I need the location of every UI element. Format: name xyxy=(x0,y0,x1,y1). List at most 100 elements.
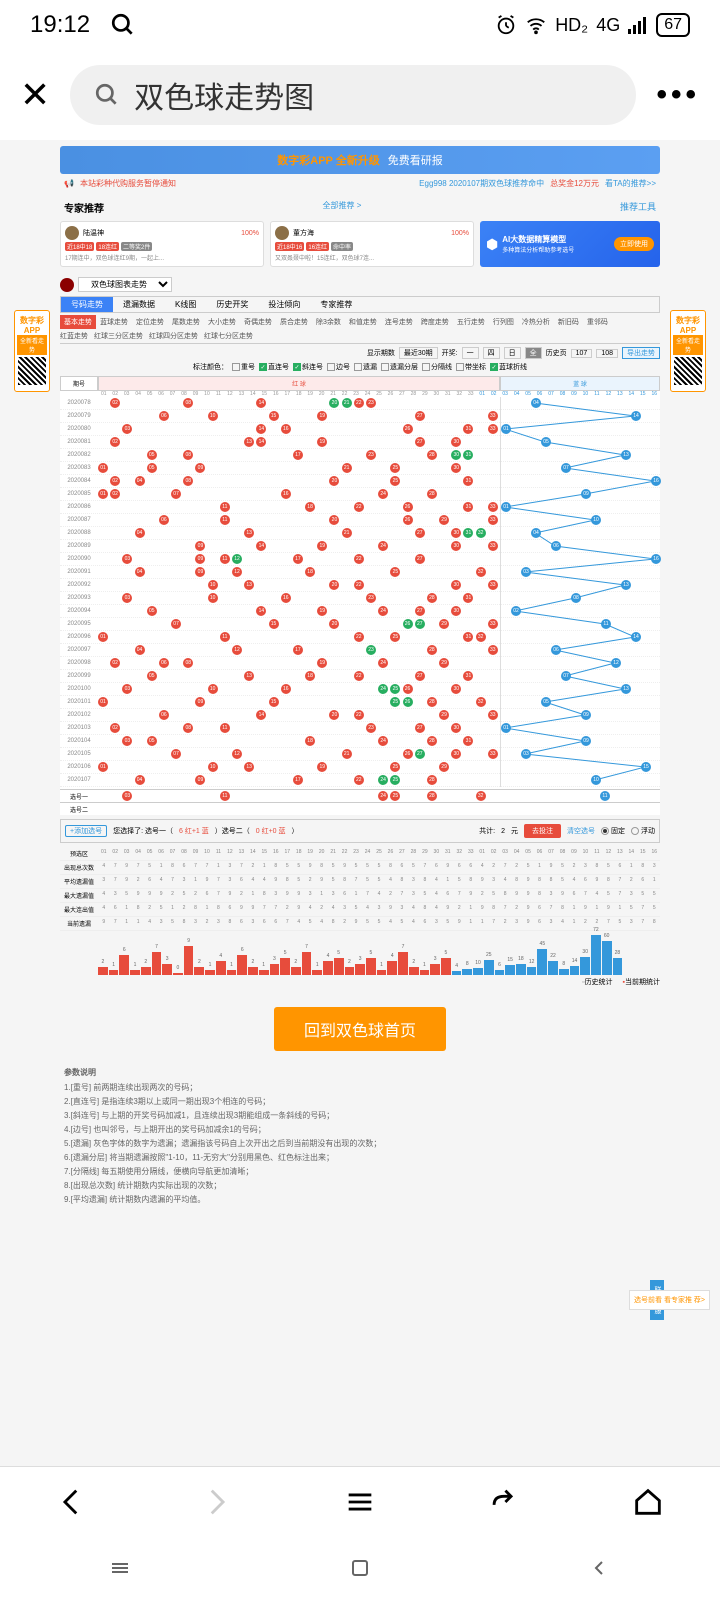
tab-secondary[interactable]: 和值走势 xyxy=(345,315,381,329)
tab-primary[interactable]: 历史开奖 xyxy=(206,297,258,312)
badge: 16连红 xyxy=(306,242,329,251)
selection-row[interactable]: 选号二 xyxy=(60,802,660,815)
legend-checkbox[interactable]: 遗漏分层 xyxy=(381,362,418,372)
float-ad-left[interactable]: 数字彩 APP 全新看走势 xyxy=(14,310,50,392)
forward-icon[interactable] xyxy=(199,1485,233,1519)
badge: 二等奖2件 xyxy=(121,242,152,251)
tabs-secondary: 基本走势蓝球走势定位走势尾数走势大小走势奇偶走势质合走势除3余数和值走势连号走势… xyxy=(60,315,660,329)
total-count: 2 xyxy=(501,828,505,835)
trend-row: 202009601112225313214 xyxy=(60,631,660,644)
day-select[interactable]: 一 xyxy=(462,347,479,359)
page-btn[interactable]: 107 xyxy=(571,349,593,358)
network-indicator: 4G xyxy=(596,15,620,36)
trend-row: 20201050712212630332703 xyxy=(60,748,660,761)
period-select[interactable]: 最近30期 xyxy=(399,347,438,359)
share-icon[interactable] xyxy=(487,1485,521,1519)
search-box[interactable]: 双色球走势图 xyxy=(70,65,636,125)
tab-secondary[interactable]: 大小走势 xyxy=(204,315,240,329)
tab-secondary[interactable]: 除3余数 xyxy=(312,315,345,329)
expert-more[interactable]: 全部推荐 > xyxy=(323,200,362,215)
tab-primary[interactable]: K线图 xyxy=(165,297,206,312)
export-button[interactable]: 导出走势 xyxy=(622,347,660,359)
legend-checkbox[interactable]: ✓斜连号 xyxy=(293,362,323,372)
tab-primary[interactable]: 号码走势 xyxy=(61,297,113,312)
day-select[interactable]: 全 xyxy=(525,347,542,359)
trend-row: 202008003141626313301 xyxy=(60,423,660,436)
tab-secondary[interactable]: 蓝球走势 xyxy=(96,315,132,329)
selection-row[interactable]: 选号一03112425283211 xyxy=(60,789,660,802)
float-ad-right[interactable]: 数字彩 APP 全新看走势 xyxy=(670,310,706,392)
tab-secondary[interactable]: 重邻码 xyxy=(583,315,612,329)
legend-checkbox[interactable]: ✓蓝球折线 xyxy=(490,362,527,372)
ai-card[interactable]: ⬢ AI大数据精算模型 多种算法分析帮助参考选号 立即使用 xyxy=(480,221,660,267)
legend-checkbox[interactable]: 边号 xyxy=(327,362,350,372)
radio-fixed[interactable]: 固定 xyxy=(601,826,625,836)
app-icon xyxy=(60,278,74,292)
tab-secondary[interactable]: 基本走势 xyxy=(60,315,96,329)
tab-primary[interactable]: 投注倾向 xyxy=(258,297,310,312)
legend-checkbox[interactable]: 遗漏 xyxy=(354,362,377,372)
expert-card[interactable]: 董方海 100% 近18中16 16连红 命中率 又双叒叕中啦！15连红，双色球… xyxy=(270,221,474,267)
menu-icon[interactable] xyxy=(343,1485,377,1519)
legend-checkbox[interactable]: ✓直连号 xyxy=(259,362,289,372)
search-icon[interactable] xyxy=(110,12,136,38)
tab-secondary[interactable]: 五行走势 xyxy=(453,315,489,329)
back-gesture-icon[interactable] xyxy=(590,1558,610,1578)
home-gesture-icon[interactable] xyxy=(350,1558,370,1578)
tab-secondary[interactable]: 质合走势 xyxy=(276,315,312,329)
tab-secondary[interactable]: 奇偶走势 xyxy=(240,315,276,329)
notice-left[interactable]: 本站彩种代购服务暂停通知 xyxy=(80,178,176,189)
notice-more[interactable]: 看TA的推荐>> xyxy=(605,178,656,189)
battery-indicator: 67 xyxy=(656,13,690,37)
tab-secondary[interactable]: 行列图 xyxy=(489,315,518,329)
tab-tertiary[interactable]: 红球七分区走势 xyxy=(204,331,253,341)
expert-desc: 17期连中，双色球连红9期，一起上... xyxy=(65,253,259,262)
browser-nav xyxy=(0,1466,720,1536)
search-text: 双色球走势图 xyxy=(134,73,314,117)
close-icon[interactable]: ✕ xyxy=(20,74,50,116)
tab-secondary[interactable]: 定位走势 xyxy=(132,315,168,329)
notes-title: 参数说明 xyxy=(64,1067,656,1078)
th-period: 期号 xyxy=(60,376,98,391)
note-line: 3.[斜连号] 与上期的开奖号码加减1，且连续出现3期能组成一条斜线的号码； xyxy=(64,1110,656,1122)
tab-tertiary[interactable]: 红球三分区走势 xyxy=(94,331,143,341)
recent-icon[interactable] xyxy=(110,1558,130,1578)
trend-row: 202009303101623283108 xyxy=(60,592,660,605)
legend-checkbox[interactable]: 分隔线 xyxy=(422,362,452,372)
tab-secondary[interactable]: 新旧码 xyxy=(554,315,583,329)
trend-row: 202009704121723283306 xyxy=(60,644,660,657)
chart-select[interactable]: 双色球图表走势 xyxy=(78,277,172,292)
float-tip[interactable]: 选号前看 看专家推 荐> xyxy=(629,1290,710,1310)
page-btn[interactable]: 108 xyxy=(596,349,618,358)
note-line: 8.[出现总次数] 统计期数内实际出现的次数； xyxy=(64,1180,656,1192)
note-line: 2.[直连号] 是指连续3期以上或同一期出现3个相连的号码； xyxy=(64,1096,656,1108)
expert-tools[interactable]: 推荐工具 xyxy=(620,200,656,215)
tab-primary[interactable]: 遗漏数据 xyxy=(113,297,165,312)
bet-button[interactable]: 去投注 xyxy=(524,824,561,838)
promo-banner[interactable]: 数字彩APP 全新升级 免费看研报 xyxy=(60,146,660,174)
legend-checkbox[interactable]: 带坐标 xyxy=(456,362,486,372)
tab-tertiary[interactable]: 红球四分区走势 xyxy=(149,331,198,341)
tab-secondary[interactable]: 连号走势 xyxy=(381,315,417,329)
clear-button[interactable]: 清空选号 xyxy=(567,826,595,836)
back-home-button[interactable]: 回到双色球首页 xyxy=(274,1007,446,1051)
add-selection-button[interactable]: +添加选号 xyxy=(65,825,107,837)
signal-icon xyxy=(628,16,648,34)
day-select[interactable]: 日 xyxy=(504,347,521,359)
legend-checkbox[interactable]: 重号 xyxy=(232,362,255,372)
ai-button[interactable]: 立即使用 xyxy=(614,237,654,251)
more-icon[interactable]: ••• xyxy=(656,78,700,112)
day-select[interactable]: 四 xyxy=(483,347,500,359)
note-line: 4.[边号] 也叫邻号，与上期开出的奖号码加减余1的号码； xyxy=(64,1124,656,1136)
radio-float[interactable]: 浮动 xyxy=(631,826,655,836)
expert-card[interactable]: 陆温神 100% 近18中18 18连红 二等奖2件 17期连中，双色球连红9期… xyxy=(60,221,264,267)
tab-tertiary[interactable]: 红蓝走势 xyxy=(60,331,88,341)
tab-primary[interactable]: 专家推荐 xyxy=(310,297,362,312)
tab-secondary[interactable]: 冷热分析 xyxy=(518,315,554,329)
notice-mid[interactable]: Egg998 2020107期双色球推荐命中 xyxy=(419,178,544,189)
home-icon[interactable] xyxy=(631,1485,665,1519)
back-icon[interactable] xyxy=(55,1485,89,1519)
tab-secondary[interactable]: 跨度走势 xyxy=(417,315,453,329)
tab-secondary[interactable]: 尾数走势 xyxy=(168,315,204,329)
stats-legend: ▫历史统计 ▪当前期统计 xyxy=(60,977,660,987)
